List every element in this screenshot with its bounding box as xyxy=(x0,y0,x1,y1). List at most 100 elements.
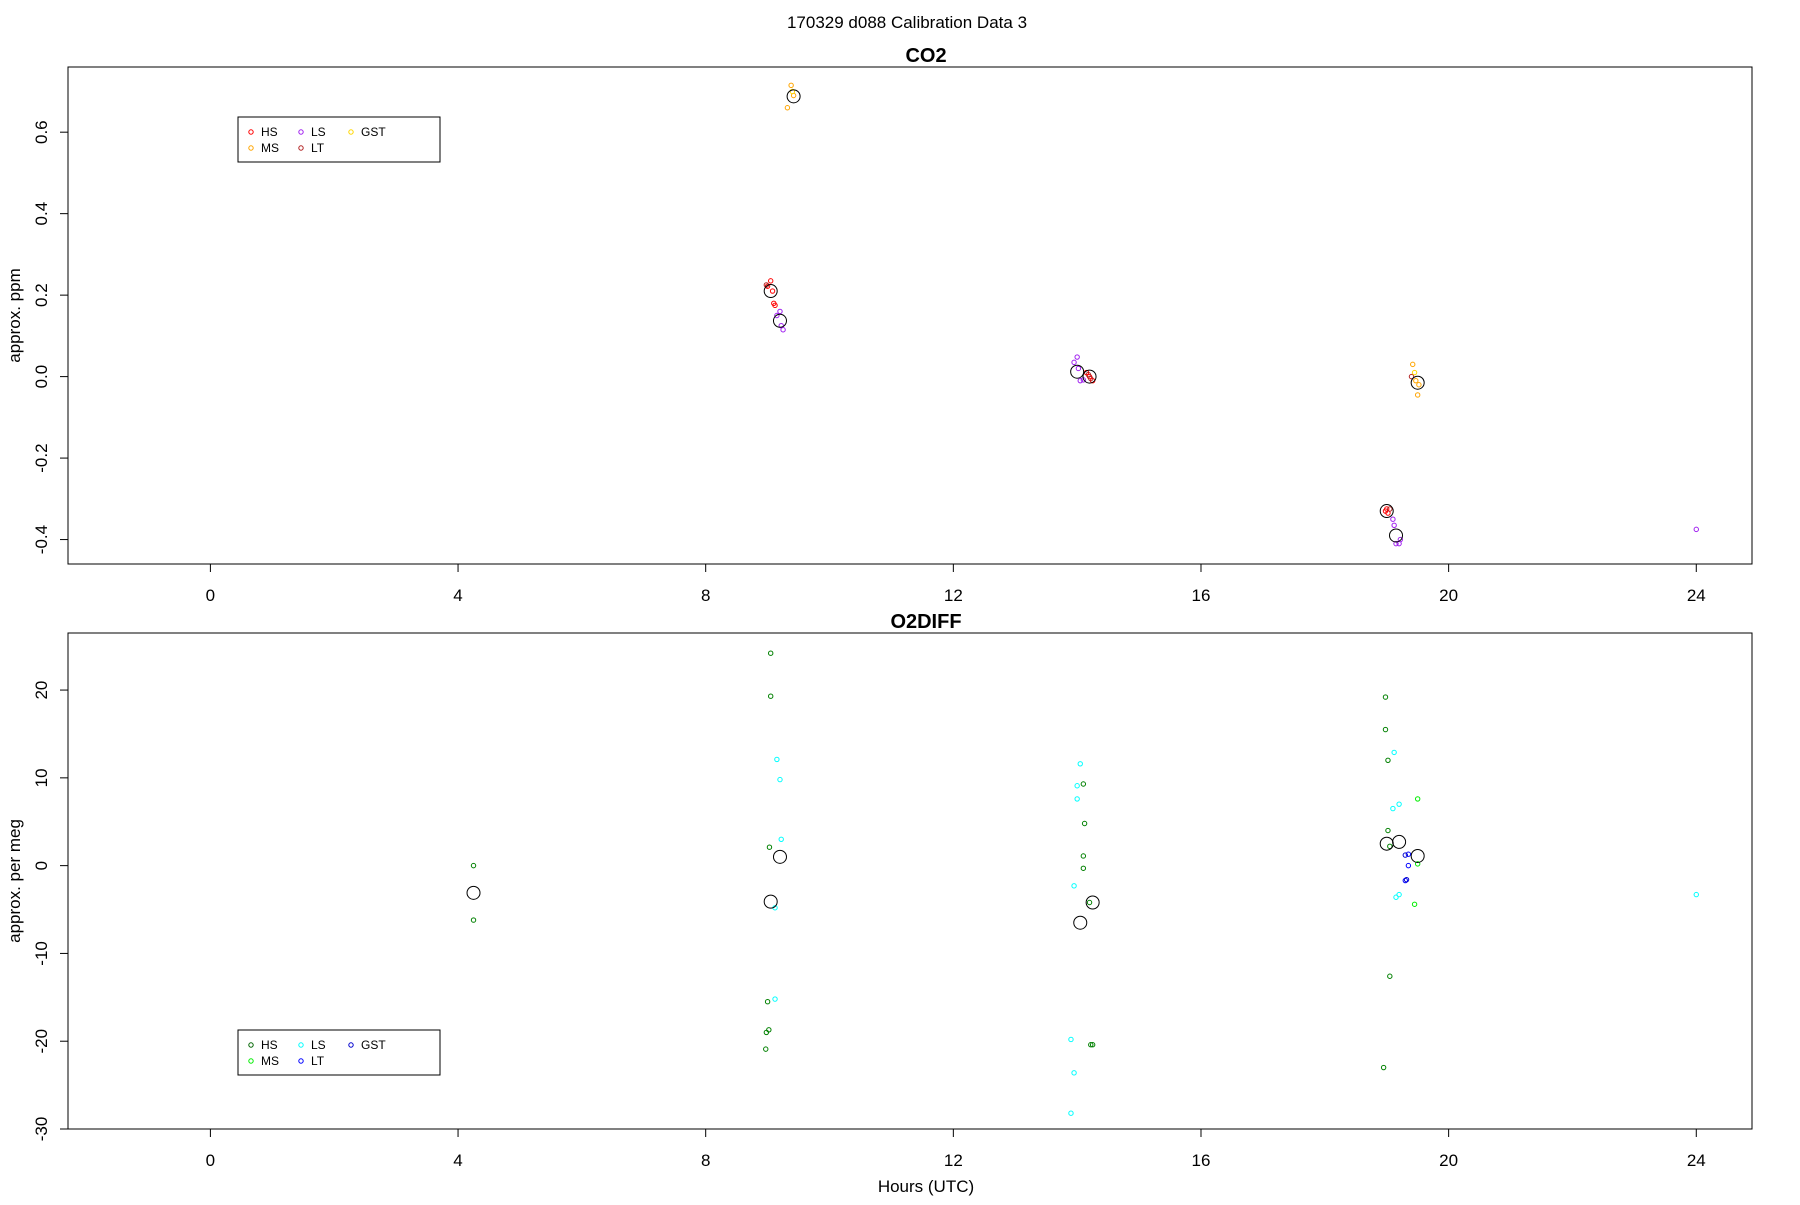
legend-marker xyxy=(248,145,254,151)
data-point-gst xyxy=(1411,369,1418,376)
y-tick-label: 0 xyxy=(32,861,51,870)
data-point-ls xyxy=(1390,516,1396,522)
data-point-hs xyxy=(1385,827,1391,834)
mean-marker xyxy=(1379,836,1394,851)
data-point-hs xyxy=(1088,1042,1094,1048)
data-point-ls xyxy=(1391,522,1397,528)
o2diff-panel: O2DIFF 0 4 8 12 16 20 24 -30 -20 -10 0 10 20 approx. p… xyxy=(5,611,1753,1196)
data-point-hs xyxy=(1382,694,1389,700)
panel-title: O2DIFF xyxy=(890,611,961,633)
x-tick-label: 8 xyxy=(701,586,710,605)
legend-label: HS xyxy=(261,1038,278,1052)
data-point-ms xyxy=(1414,861,1421,867)
data-point-hs xyxy=(766,844,773,850)
legend-label: MS xyxy=(261,141,279,155)
data-point-ls xyxy=(1391,749,1397,756)
mean-marker xyxy=(1379,504,1394,519)
data-point-ls xyxy=(1396,801,1402,807)
data-point-ls xyxy=(780,327,786,333)
x-tick-label: 16 xyxy=(1192,586,1211,605)
data-point-lt xyxy=(1408,373,1415,380)
data-point-ls xyxy=(1074,783,1080,789)
y-tick-label: -30 xyxy=(32,1117,51,1142)
data-point-ls xyxy=(777,776,783,783)
data-point-hs xyxy=(1080,781,1087,787)
x-tick-label: 20 xyxy=(1439,1151,1458,1170)
data-point-lt xyxy=(1085,371,1092,378)
data-point-gst xyxy=(1403,876,1410,883)
y-tick-label: 0.4 xyxy=(32,202,51,226)
data-point-hs xyxy=(1089,1042,1096,1048)
data-point-hs xyxy=(470,862,477,869)
x-tick-label: 4 xyxy=(453,586,462,605)
data-point-lt xyxy=(1387,506,1393,512)
data-point-ls xyxy=(1393,894,1399,900)
y-tick-label: 0.2 xyxy=(32,283,51,307)
mean-marker xyxy=(1070,364,1085,379)
legend-marker xyxy=(248,1058,254,1064)
legend-marker xyxy=(298,1042,304,1048)
x-tick-label: 0 xyxy=(206,1151,215,1170)
data-point-ls xyxy=(1393,540,1399,547)
data-point-ls xyxy=(772,996,778,1002)
mean-marker xyxy=(772,849,787,864)
mean-marker xyxy=(1392,834,1407,849)
mean-marker xyxy=(1073,915,1088,930)
y-tick-label: 0.6 xyxy=(32,120,51,144)
data-point-hs xyxy=(1382,726,1389,733)
x-tick-label: 4 xyxy=(453,1151,462,1170)
data-point-ms xyxy=(1414,796,1421,802)
legend-box xyxy=(237,1029,441,1076)
legend-label: LT xyxy=(311,1054,325,1068)
data-point-ls xyxy=(1397,536,1404,543)
data-point-ls xyxy=(1071,1070,1077,1076)
legend-label: LS xyxy=(311,125,326,139)
data-point-hs xyxy=(763,1029,770,1036)
data-point-ls xyxy=(774,312,780,319)
mean-marker xyxy=(763,894,778,909)
mean-marker xyxy=(763,284,778,299)
data-point-hs xyxy=(766,1027,772,1033)
data-point-hs xyxy=(1080,865,1087,871)
y-axis-label: approx. ppm xyxy=(5,268,24,363)
data-point-ms xyxy=(784,105,791,111)
data-point-ls xyxy=(778,836,784,843)
y-tick-label: -10 xyxy=(32,941,51,966)
data-point-ls xyxy=(1071,359,1077,366)
data-point-hs xyxy=(767,650,774,656)
data-point-hs xyxy=(767,693,774,699)
mean-marker xyxy=(1082,369,1097,384)
y-tick-label: -0.2 xyxy=(32,443,51,472)
data-point-ms xyxy=(1411,901,1418,907)
mean-marker xyxy=(1389,528,1404,543)
x-tick-label: 0 xyxy=(206,586,215,605)
y-tick-label: 20 xyxy=(32,681,51,700)
data-point-lt xyxy=(1088,375,1094,382)
legend-label: HS xyxy=(261,125,278,139)
legend-label: GST xyxy=(361,125,386,139)
data-point-hs xyxy=(772,302,778,309)
x-tick-label: 16 xyxy=(1192,1151,1211,1170)
data-point-ls xyxy=(1074,796,1080,802)
data-point-ls xyxy=(1390,805,1396,812)
legend-marker xyxy=(348,1042,354,1048)
data-point-hs xyxy=(764,999,771,1005)
data-point-hs xyxy=(769,288,776,294)
data-point-ls xyxy=(1077,761,1083,767)
data-point-ls xyxy=(1693,526,1699,533)
mean-marker xyxy=(1085,895,1100,910)
y-tick-label: 10 xyxy=(32,768,51,787)
data-point-ls xyxy=(1396,891,1402,898)
legend-label: MS xyxy=(261,1054,279,1068)
legend-label: GST xyxy=(361,1038,386,1052)
data-point-hs xyxy=(764,283,771,289)
legend-marker xyxy=(348,129,354,135)
y-tick-label: 0.0 xyxy=(32,365,51,389)
y-tick-label: -0.4 xyxy=(32,525,51,554)
mean-marker xyxy=(786,89,801,104)
legend-label: LS xyxy=(311,1038,326,1052)
data-point-hs xyxy=(1081,820,1088,827)
data-point-ls xyxy=(1693,891,1699,898)
legend-box xyxy=(237,116,441,163)
